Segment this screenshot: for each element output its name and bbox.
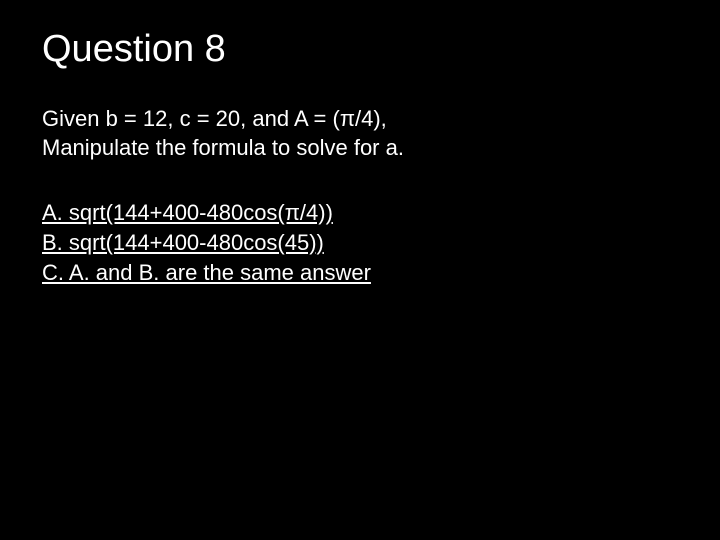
choice-a[interactable]: A. sqrt(144+400-480cos(π/4))	[42, 198, 678, 228]
question-prompt: Given b = 12, c = 20, and A = (π/4), Man…	[42, 105, 678, 162]
prompt-line-2: Manipulate the formula to solve for a.	[42, 135, 404, 160]
choice-b[interactable]: B. sqrt(144+400-480cos(45))	[42, 228, 678, 258]
slide-container: Question 8 Given b = 12, c = 20, and A =…	[0, 0, 720, 540]
answer-choices: A. sqrt(144+400-480cos(π/4)) B. sqrt(144…	[42, 198, 678, 287]
prompt-line-1: Given b = 12, c = 20, and A = (π/4),	[42, 106, 387, 131]
question-title: Question 8	[42, 28, 678, 71]
choice-c[interactable]: C. A. and B. are the same answer	[42, 258, 678, 288]
